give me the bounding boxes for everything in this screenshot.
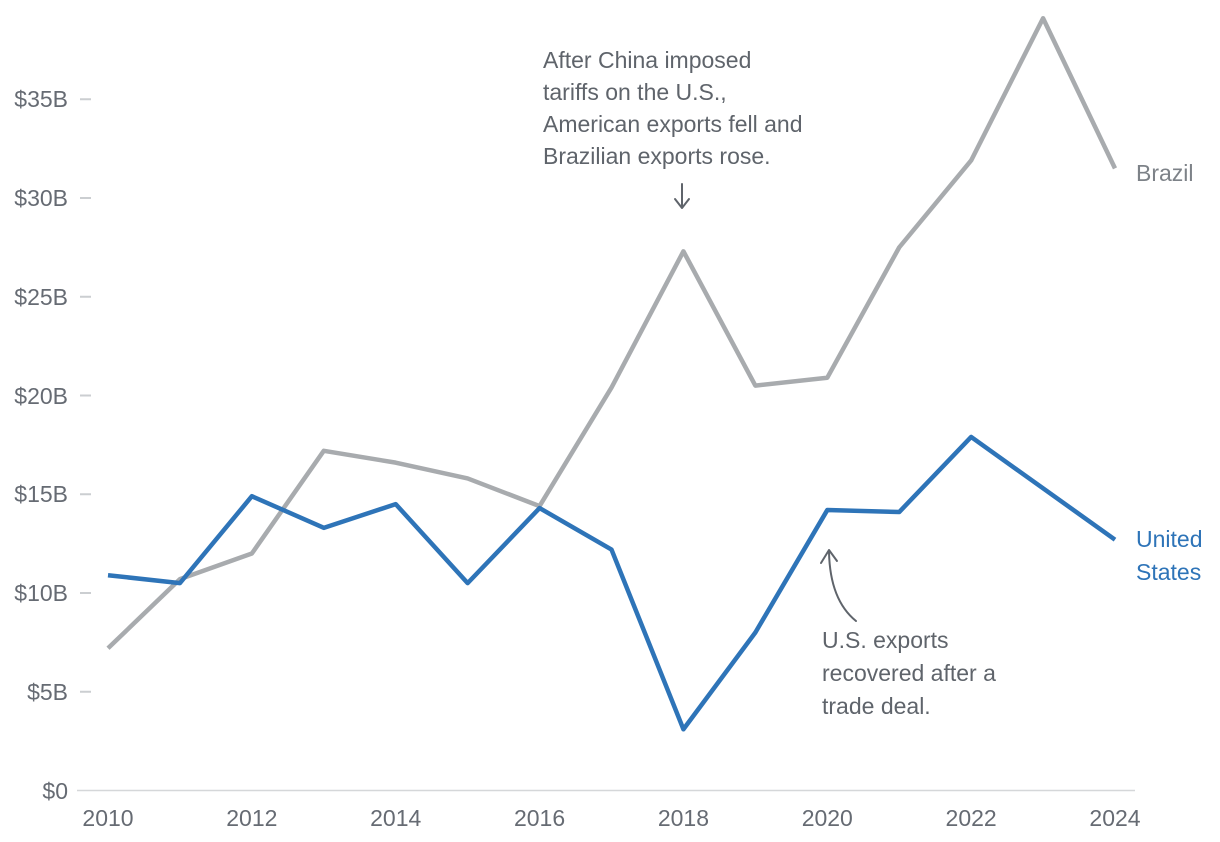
y-axis-label: $25B xyxy=(14,283,68,310)
series-label-united-states: United States xyxy=(1136,526,1203,585)
y-axis-label: $30B xyxy=(14,185,68,211)
down-arrow-icon xyxy=(674,183,690,209)
brazil-line xyxy=(106,16,1118,650)
x-axis-label: 2024 xyxy=(1089,805,1141,831)
x-axis-label: 2020 xyxy=(801,805,853,831)
annotation-trade-deal: U.S. exports recovered after a trade dea… xyxy=(822,627,996,719)
series-label-brazil: Brazil xyxy=(1136,160,1194,186)
y-axis-label: $20B xyxy=(14,382,68,409)
y-axis-label: $10B xyxy=(14,580,68,606)
x-axis-label: 2022 xyxy=(945,805,997,831)
annotation-tariffs: After China imposed tariffs on the U.S.,… xyxy=(543,47,803,169)
x-axis-label: 2012 xyxy=(226,805,278,831)
y-axis-label: $15B xyxy=(14,481,68,508)
x-axis-label: 2016 xyxy=(513,805,566,831)
x-axis-label: 2014 xyxy=(370,805,422,831)
x-axis-label: 2010 xyxy=(82,805,134,831)
curved-up-arrow-icon xyxy=(820,549,857,622)
y-axis-tick-marks xyxy=(80,98,91,693)
x-axis-label: 2018 xyxy=(657,805,709,831)
united-states-line xyxy=(107,434,1117,732)
y-axis-label: $35B xyxy=(14,86,68,113)
y-axis-label: $0 xyxy=(42,777,68,804)
series-lines xyxy=(106,16,1118,732)
y-axis-label: $5B xyxy=(27,678,68,705)
